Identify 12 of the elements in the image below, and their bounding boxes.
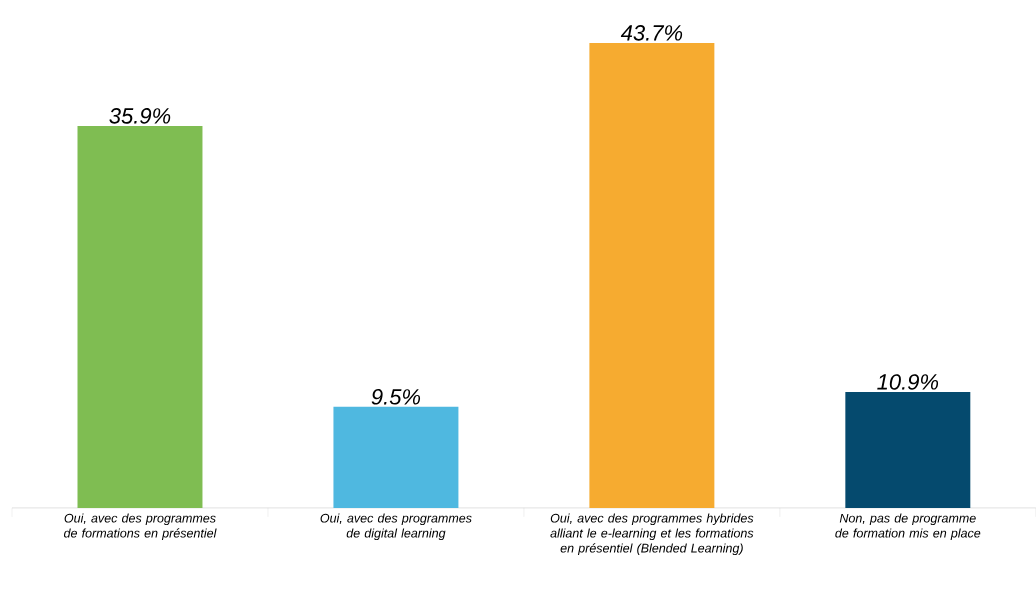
bar: [333, 406, 459, 508]
bar: [589, 42, 715, 508]
x-tick-label: Oui, avec des programmes hybrides alliant le e-learning et les formations en présentiel (Blended Learning): [550, 513, 754, 556]
data-label: 9.5%: [371, 389, 421, 405]
data-label: 35.9%: [109, 108, 171, 124]
data-label: 43.7%: [620, 25, 683, 41]
bar: [845, 391, 971, 508]
data-label: 10.9%: [877, 374, 939, 390]
x-tick-label: Oui, avec des programmes de digital learning: [320, 513, 472, 541]
bar: [77, 125, 203, 508]
x-tick-label: Oui, avec des programmes de formations en présentiel: [63, 513, 217, 541]
x-tick-label: Non, pas de programme de formation mis en place: [835, 513, 981, 541]
